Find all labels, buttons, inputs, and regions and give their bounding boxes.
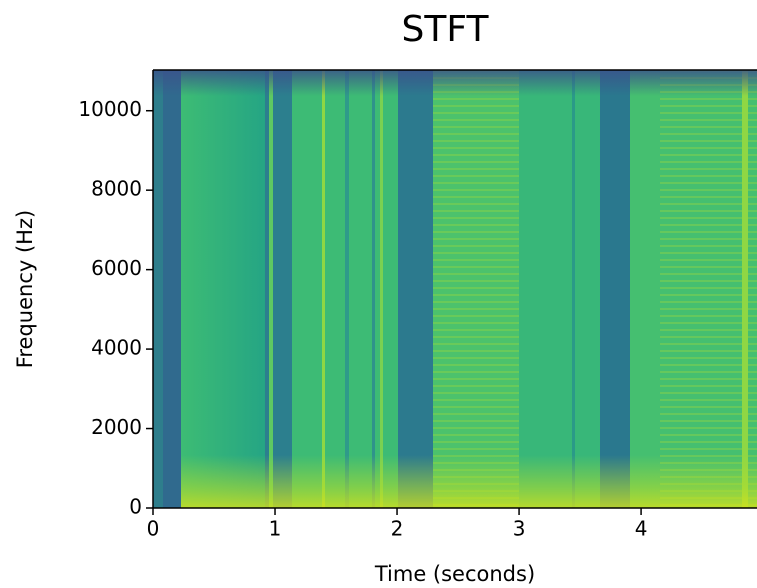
x-axis-label: Time (seconds) [374, 562, 535, 586]
x-tick-label: 0 [147, 517, 160, 541]
y-axis-label: Frequency (Hz) [13, 210, 37, 368]
y-tick-label: 2000 [91, 415, 142, 439]
x-tick-label: 3 [513, 517, 526, 541]
y-tick-label: 0 [129, 495, 142, 519]
y-tick-label: 8000 [91, 177, 142, 201]
chart-title: STFT [402, 9, 490, 50]
y-tick-label: 4000 [91, 336, 142, 360]
axes-frame [152, 69, 757, 509]
y-tick-label: 6000 [91, 256, 142, 280]
x-tick-label: 2 [391, 517, 404, 541]
x-tick-label: 1 [269, 517, 282, 541]
x-tick-label: 4 [635, 517, 648, 541]
spectrogram-image [153, 70, 757, 508]
y-tick-label: 10000 [78, 97, 142, 121]
